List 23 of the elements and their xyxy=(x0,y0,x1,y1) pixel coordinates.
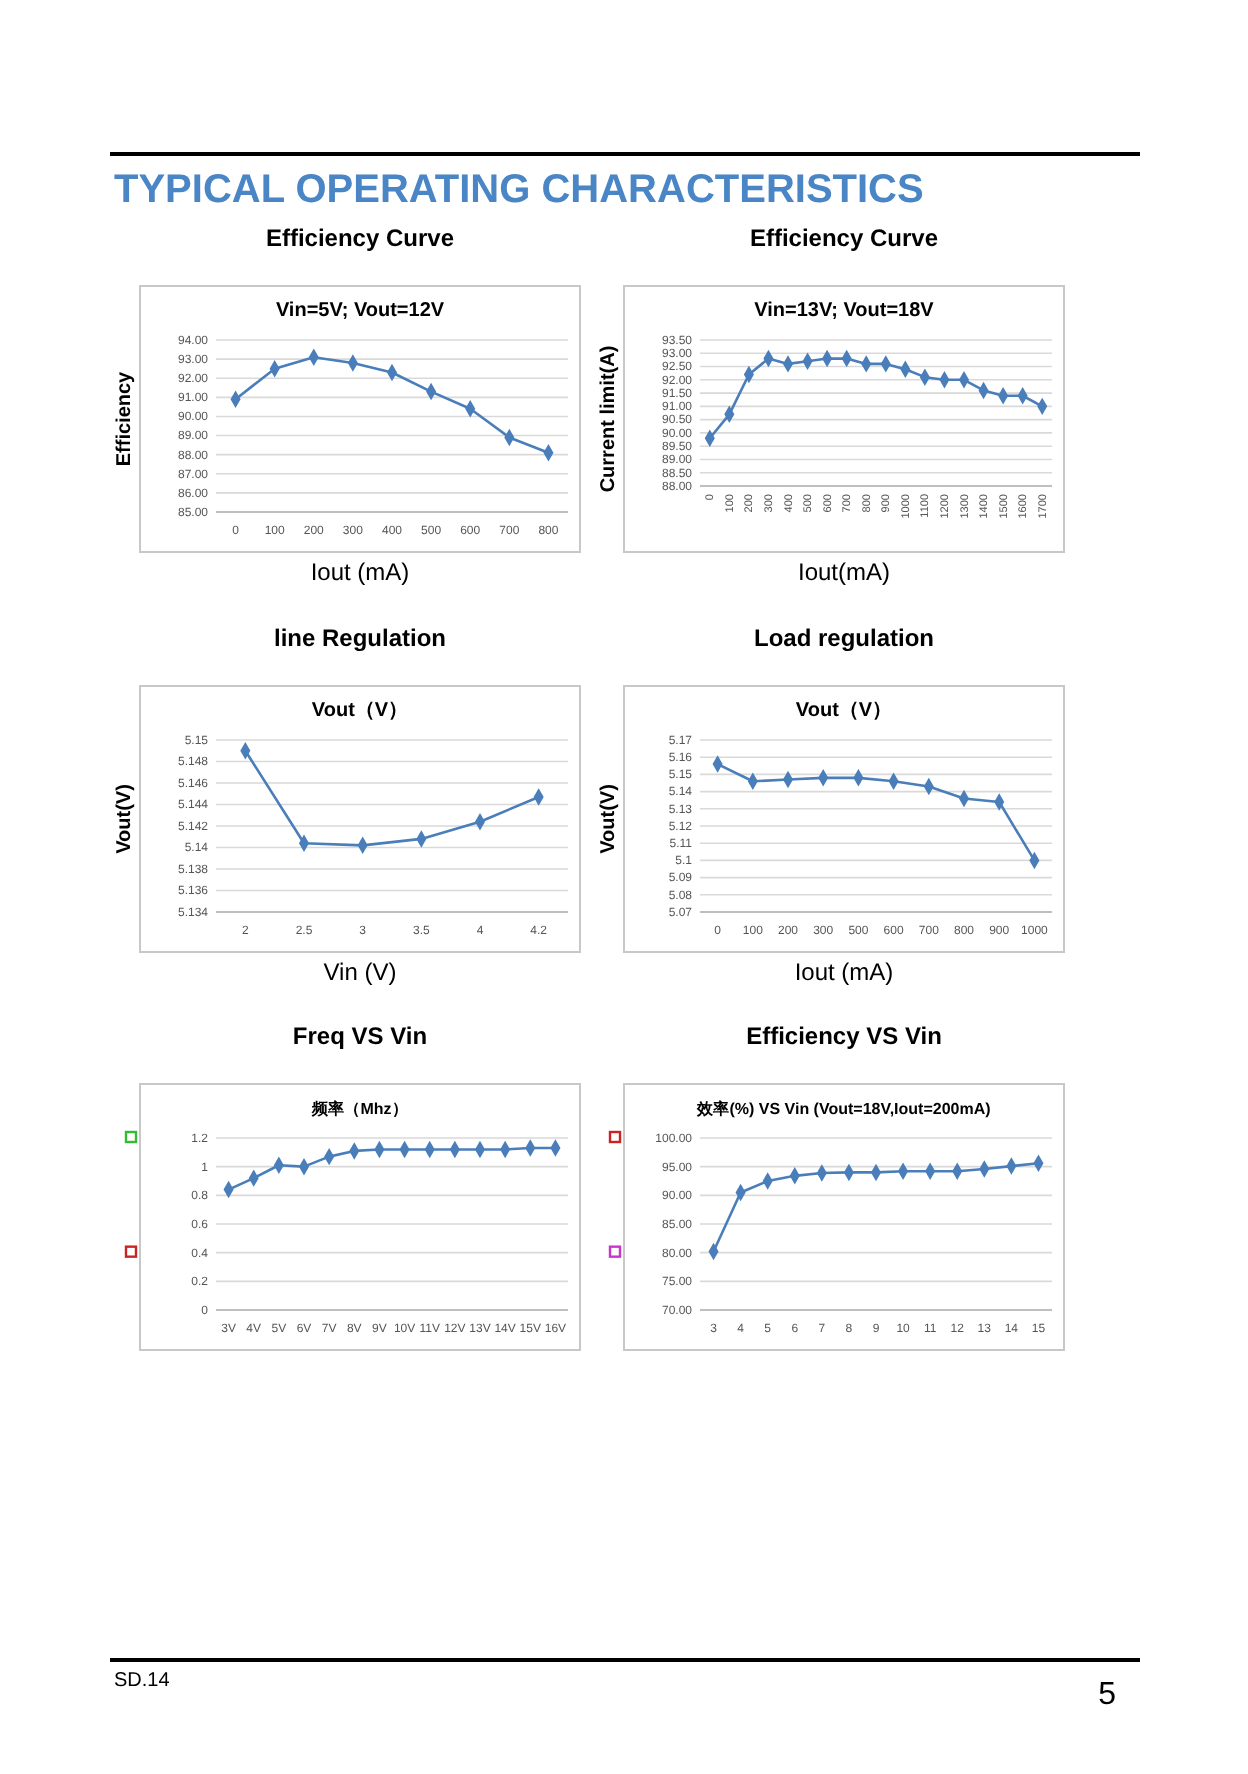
text: TYPICAL OPERATING CHARACTERISTICS xyxy=(114,168,924,212)
chart-subtitle: Vin=13V; Vout=18V xyxy=(754,300,935,322)
chart-title: Efficiency Curve xyxy=(265,224,455,252)
chart-title: Efficiency VS Vin xyxy=(746,1022,942,1050)
y-axis-title: Efficiency xyxy=(114,370,136,467)
chart-subtitle: Vout（V） xyxy=(311,700,409,722)
x-axis-title: Iout (mA) xyxy=(794,958,894,986)
chart-title: line Regulation xyxy=(273,624,447,652)
y-axis-title: Vout(V) xyxy=(114,784,136,854)
x-axis-title: Vin (V) xyxy=(323,958,397,986)
x-axis-title: Iout(mA) xyxy=(797,558,891,586)
y-axis-title: Vout(V) xyxy=(598,784,620,854)
chart-title: Freq VS Vin xyxy=(292,1022,428,1050)
text: SD.14 xyxy=(114,1670,171,1692)
chart-subtitle: 频率（Mhz） xyxy=(310,1098,408,1118)
y-axis-title: Current limit(A) xyxy=(598,345,620,493)
chart-title: Efficiency Curve xyxy=(749,224,939,252)
chart-subtitle: Vout（V） xyxy=(795,700,893,722)
x-axis-title: Iout (mA) xyxy=(310,558,410,586)
chart-subtitle: Vin=5V; Vout=12V xyxy=(275,300,445,322)
chart-subtitle: 效率(%) VS Vin (Vout=18V,Iout=200mA) xyxy=(695,1098,992,1118)
text: 5 xyxy=(1098,1678,1117,1712)
chart-title: Load regulation xyxy=(754,624,934,652)
